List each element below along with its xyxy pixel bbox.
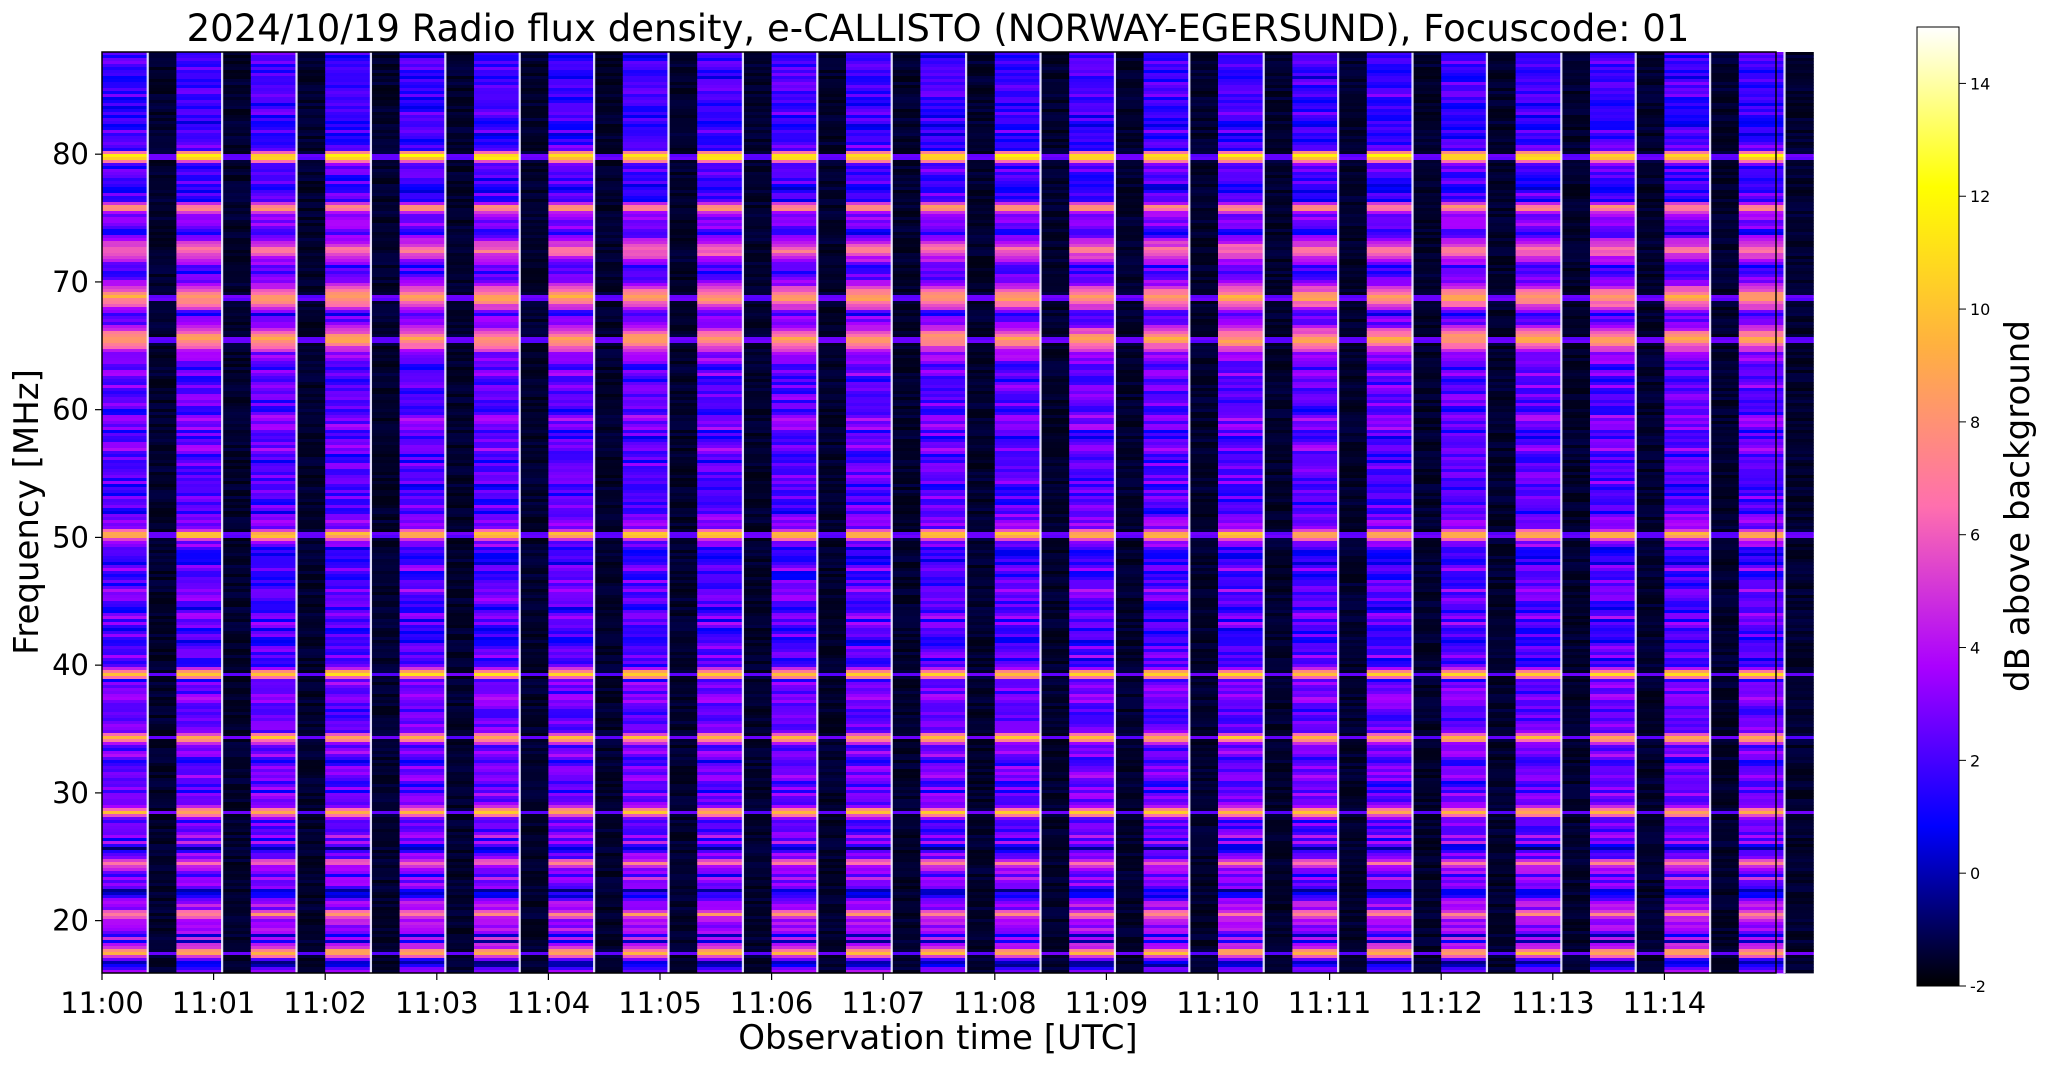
y-axis: 20 30 40 50 60 70 80 [52, 137, 102, 938]
x-tick-label: 11:07 [841, 986, 925, 1020]
colorbar-tick-label: 12 [1970, 187, 1990, 206]
x-tick-label: 11:06 [730, 986, 814, 1020]
sweep-segment [250, 52, 326, 974]
colorbar-label: dB above background [1998, 320, 2038, 692]
x-tick-label: 11:00 [60, 986, 144, 1020]
x-tick-label: 11:08 [953, 986, 1037, 1020]
sweep-segment [1218, 52, 1293, 974]
y-tick-label: 50 [52, 520, 89, 554]
x-axis: 11:00 11:01 11:02 11:03 11:04 11:05 11:06 11:07… [60, 973, 1706, 1020]
sweep-segment [102, 52, 177, 974]
y-tick-label: 30 [52, 776, 89, 810]
x-tick-label: 11:11 [1288, 986, 1372, 1020]
sweep-segment [1366, 52, 1442, 974]
sweep-segment [1441, 52, 1517, 974]
y-tick-label: 20 [52, 904, 89, 938]
sweep-segment [1590, 52, 1665, 974]
plot-frame [101, 51, 1777, 974]
x-tick-label: 11:01 [172, 986, 256, 1020]
colorbar-tick-label: 6 [1970, 526, 1980, 545]
x-tick-label: 11:03 [395, 986, 479, 1020]
sweep-segment [176, 52, 252, 974]
x-tick-label: 11:12 [1399, 986, 1483, 1020]
sweep-segment [1292, 52, 1368, 974]
x-axis-label: Observation time [UTC] [738, 1018, 1137, 1058]
x-tick-label: 11:13 [1511, 986, 1595, 1020]
x-tick-label: 11:09 [1065, 986, 1149, 1020]
x-tick-label: 11:04 [507, 986, 591, 1020]
y-tick-label: 70 [52, 265, 89, 299]
colorbar: -2 0 2 4 6 8 10 12 14 dB above background [1916, 26, 2038, 996]
y-axis-label: Frequency [MHz] [7, 369, 47, 655]
sweep-segment [1069, 52, 1145, 974]
x-tick-label: 11:10 [1176, 986, 1260, 1020]
colorbar-tick-label: 2 [1970, 751, 1980, 770]
sweep-segment [548, 52, 624, 974]
y-tick-label: 80 [52, 137, 89, 171]
chart-title: 2024/10/19 Radio flux density, e-CALLIST… [187, 7, 1690, 50]
sweep-segment [994, 52, 1070, 974]
y-tick-label: 60 [52, 393, 89, 427]
sweep-segment [325, 52, 401, 974]
sweep-segment [474, 52, 549, 974]
sweep-segment [399, 52, 475, 974]
sweep-segment [920, 52, 996, 974]
sweep-segment [1515, 52, 1591, 974]
x-tick-label: 11:05 [618, 986, 702, 1020]
sweep-segment [1664, 52, 1740, 974]
colorbar-ticks: -2 0 2 4 6 8 10 12 14 [1959, 74, 1990, 996]
y-tick-label: 40 [52, 648, 89, 682]
sweep-segment [697, 52, 773, 974]
colorbar-tick-label: 14 [1970, 74, 1990, 93]
colorbar-tick-label: 0 [1970, 864, 1980, 883]
spectrogram-image [102, 52, 1814, 974]
colorbar-tick-label: 4 [1970, 639, 1980, 658]
x-tick-label: 11:02 [283, 986, 367, 1020]
sweep-segment [771, 52, 847, 974]
sweep-segment [1738, 52, 1814, 974]
sweep-segment [622, 52, 698, 974]
colorbar-tick-label: 8 [1970, 413, 1980, 432]
colorbar-tick-label: 10 [1970, 300, 1990, 319]
plot-area [101, 51, 1814, 974]
x-tick-label: 11:14 [1623, 986, 1707, 1020]
sweep-segment [846, 52, 921, 974]
colorbar-gradient [1916, 26, 1960, 987]
colorbar-tick-label: -2 [1970, 977, 1986, 996]
sweep-segment [1143, 52, 1219, 974]
